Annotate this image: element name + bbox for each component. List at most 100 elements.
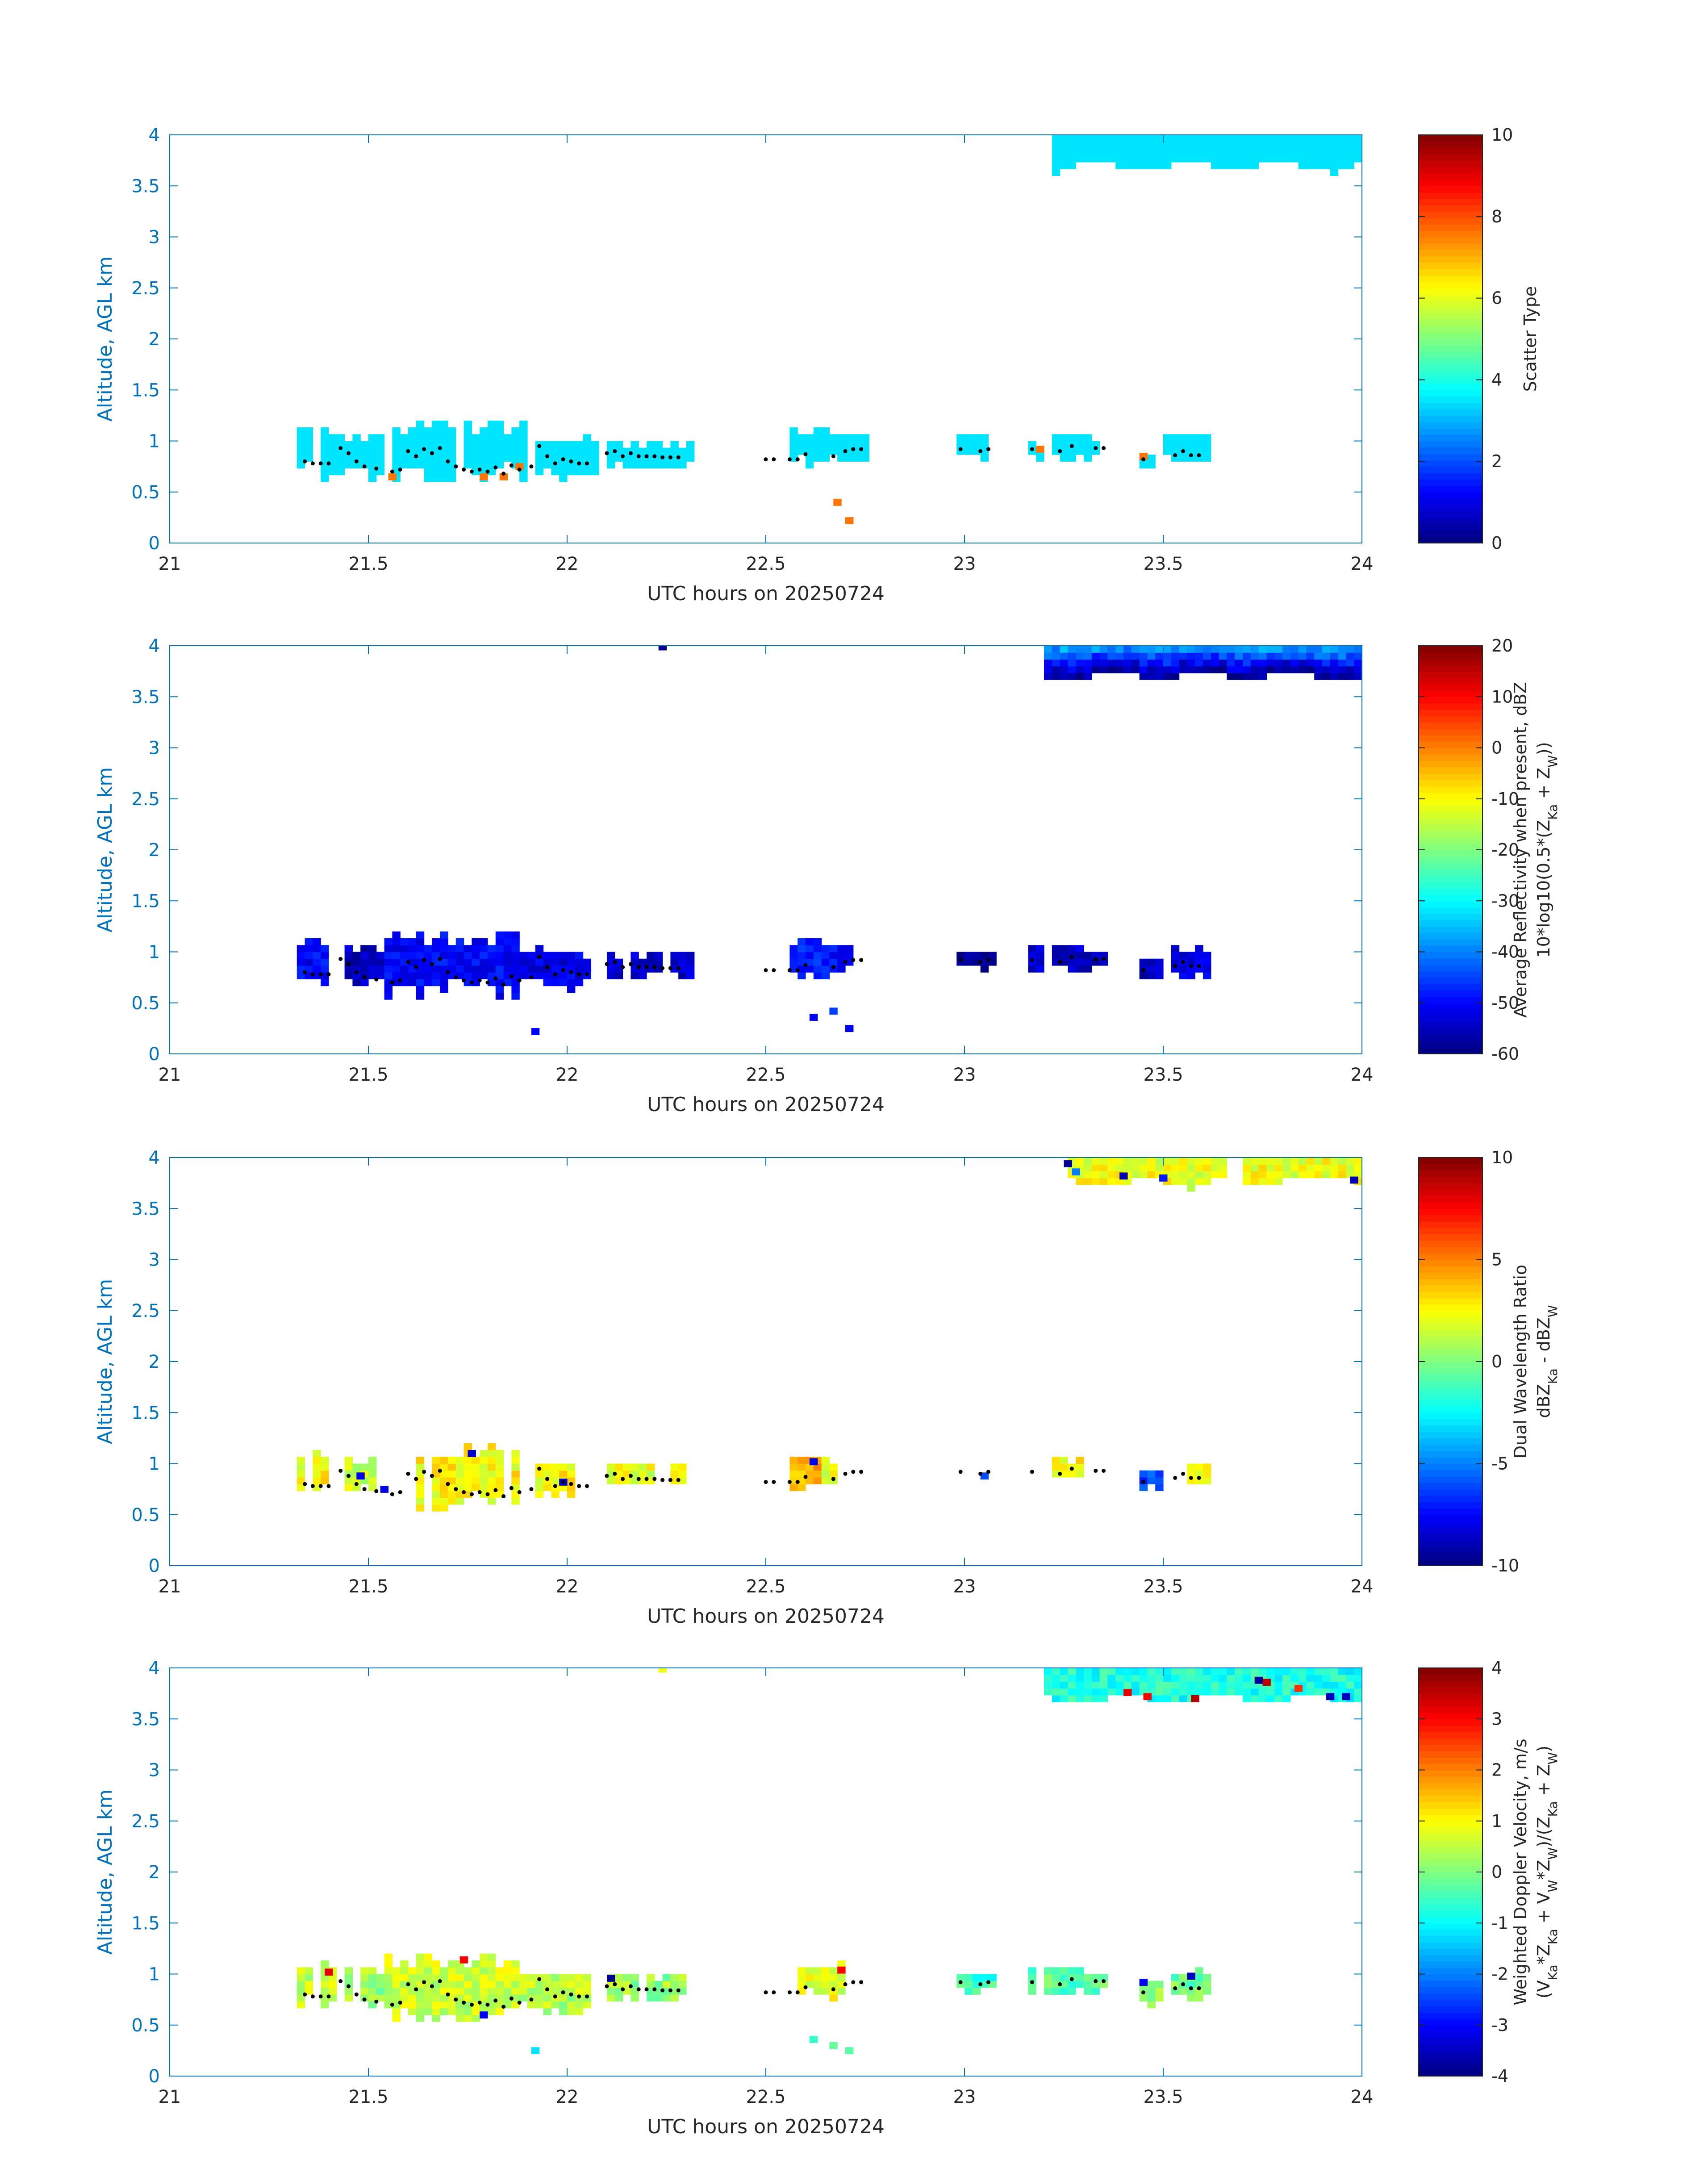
echo-pixel <box>1250 148 1259 156</box>
echo-pixel <box>837 1960 846 1968</box>
echo-pixel <box>1298 162 1307 169</box>
echo-pixel <box>575 447 584 455</box>
echo-pixel <box>384 958 393 966</box>
echo-pixel <box>1147 1668 1156 1675</box>
echo-pixel <box>400 952 409 959</box>
colorbar-step <box>1419 1527 1482 1534</box>
echo-pixel <box>440 1981 448 1988</box>
echo-pixel <box>1171 1981 1180 1988</box>
cloud-base-marker <box>1189 964 1193 968</box>
echo-pixel <box>559 1981 568 1988</box>
echo-pixel <box>1219 1157 1227 1165</box>
echo-pixel <box>829 447 838 455</box>
colorbar-step <box>1419 332 1482 339</box>
echo-pixel <box>408 1974 417 1981</box>
echo-pixel <box>1211 659 1219 667</box>
echo-pixel <box>821 447 830 455</box>
colorbar-tick-label: -50 <box>1491 993 1519 1013</box>
echo-pixel <box>559 972 568 980</box>
colorbar-step <box>1419 345 1482 352</box>
echo-pixel <box>440 420 448 428</box>
echo-pixel <box>464 1463 472 1471</box>
echo-pixel <box>464 958 472 966</box>
echo-pixel <box>1330 1681 1339 1689</box>
echo-point <box>325 1968 333 1976</box>
echo-pixel <box>352 1463 361 1471</box>
echo-pixel <box>1107 1157 1116 1165</box>
echo-pixel <box>448 454 456 462</box>
echo-pixel <box>424 972 432 980</box>
echo-pixel <box>567 1477 576 1484</box>
colorbar-step <box>1419 167 1482 174</box>
echo-pixel <box>1290 1164 1299 1172</box>
echo-pixel <box>503 958 512 966</box>
echo-pixel <box>980 1974 989 1981</box>
echo-pixel <box>344 952 353 959</box>
echo-pixel <box>551 1477 560 1484</box>
echo-pixel <box>1314 659 1323 667</box>
echo-pixel <box>631 1994 639 2002</box>
echo-pixel <box>965 1981 973 1988</box>
echo-pixel <box>1044 1981 1052 1988</box>
echo-pixel <box>1147 673 1156 680</box>
echo-pixel <box>368 1987 377 1995</box>
colorbar-step <box>1419 1425 1482 1432</box>
echo-pixel <box>1211 148 1219 156</box>
echo-pixel <box>551 1463 560 1471</box>
cloud-base-marker <box>414 1477 418 1481</box>
echo-pixel <box>1187 454 1195 462</box>
echo-pixel <box>1091 155 1100 163</box>
cloud-base-marker <box>414 1987 418 1992</box>
colorbar-step <box>1419 1553 1482 1560</box>
echo-pixel <box>392 1967 401 1975</box>
cloud-base-marker <box>398 978 402 982</box>
echo-pixel <box>1052 952 1061 959</box>
echo-pixel <box>607 441 615 448</box>
cloud-base-marker <box>501 472 506 476</box>
echo-pixel <box>464 965 472 973</box>
colorbar-step <box>1419 511 1482 518</box>
colorbar-step <box>1419 1202 1482 1209</box>
echo-pixel <box>686 454 695 462</box>
echo-pixel <box>1139 155 1148 163</box>
echo-region <box>416 1443 520 1512</box>
echo-pixel <box>1211 135 1219 142</box>
echo-pixel <box>424 454 432 462</box>
echo-pixel <box>1060 1470 1068 1478</box>
x-tick-label: 22.5 <box>746 1576 785 1597</box>
echo-pixel <box>654 441 663 448</box>
echo-pixel <box>448 1470 456 1478</box>
cloud-base-markers <box>303 1977 1201 2009</box>
colorbar-step <box>1419 1776 1482 1783</box>
echo-pixel <box>1036 454 1044 462</box>
echo-pixel <box>1306 1668 1315 1675</box>
echo-pixel <box>654 461 663 469</box>
echo-pixel <box>1115 1668 1124 1675</box>
echo-point <box>809 1458 818 1466</box>
echo-pixel <box>392 461 401 469</box>
colorbar-step <box>1419 869 1482 876</box>
echo-pixel <box>988 958 997 966</box>
echo-pixel <box>1354 155 1362 163</box>
echo-pixel <box>1227 1675 1235 1682</box>
echo-pixel <box>1314 673 1323 680</box>
echo-pixel <box>1195 1981 1203 1988</box>
cloud-base-marker <box>347 1474 351 1478</box>
cloud-base-marker <box>390 2002 394 2007</box>
echo-pixel <box>535 447 544 455</box>
echo-pixel <box>455 938 464 945</box>
colorbar-step <box>1419 1240 1482 1247</box>
colorbar-step <box>1419 179 1482 187</box>
echo-pixel <box>424 979 432 986</box>
echo-pixel <box>1235 1688 1243 1696</box>
echo-pixel <box>607 965 615 973</box>
echo-pixel <box>424 434 432 442</box>
cloud-base-marker <box>310 1994 315 1999</box>
echo-pixel <box>543 979 551 986</box>
echo-pixel <box>1330 659 1339 667</box>
echo-pixel <box>567 958 576 966</box>
echo-pixel <box>1052 142 1061 149</box>
echo-pixel <box>1115 1157 1124 1165</box>
echo-pixel <box>1084 434 1092 442</box>
echo-pixel <box>1282 1164 1291 1172</box>
